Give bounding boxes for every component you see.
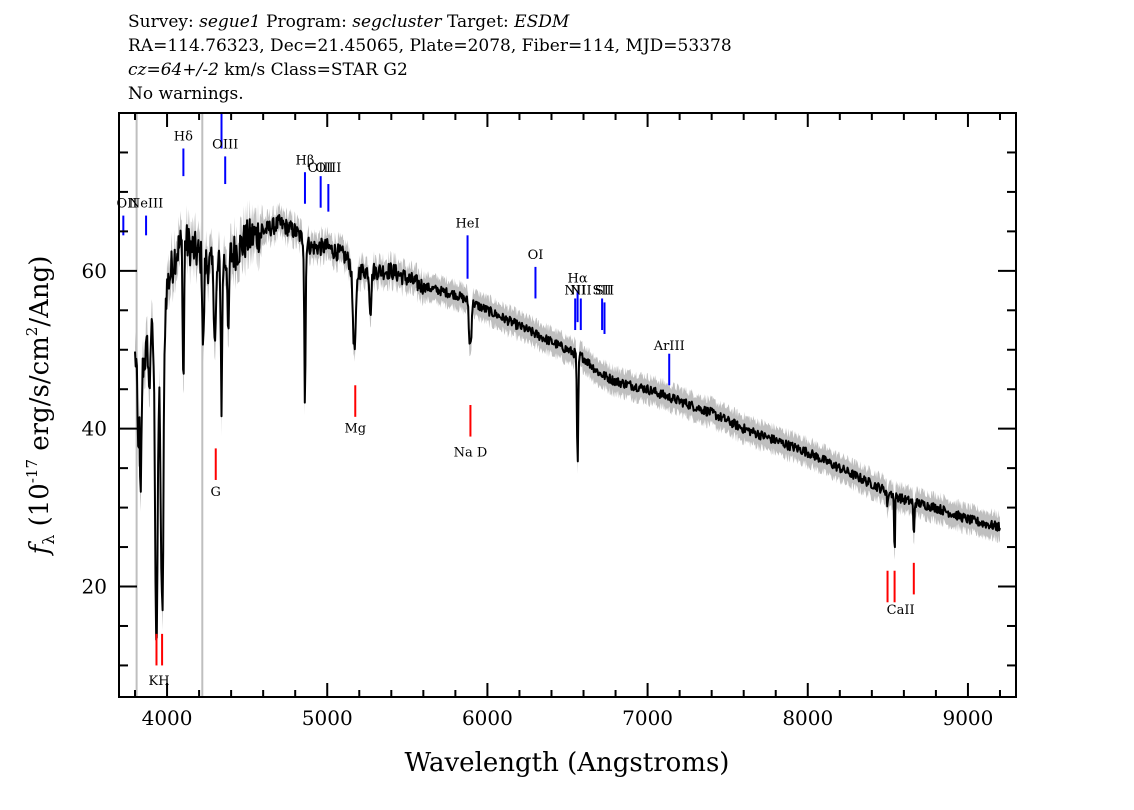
emission-line-label-1: NeIII [129,197,163,212]
emission-line-label-5: Hβ [296,153,315,168]
emission-line-label-9: OI [528,248,544,263]
emission-line-label-2: Hδ [174,130,193,145]
x-tick-label-3: 7000 [622,706,673,730]
spectrum-line [134,214,1001,641]
spectrum-series [134,214,1001,641]
emission-line-label-10: NII [564,284,586,299]
header-line-redshift: cz=64+/-2 km/s Class=STAR G2 [128,60,408,80]
emission-line-label-4: OIII [212,138,238,153]
target-name: ESDM [514,12,570,32]
header-line-survey: Survey: segue1 Program: segcluster Targe… [128,12,570,32]
emission-line-label-8: HeI [455,216,479,231]
emission-line-label-0: OII [117,197,138,212]
spectrum-header: Survey: segue1 Program: segcluster Targe… [128,10,732,106]
absorption-line-label-0: KH [149,674,170,689]
emission-line-label-13: SII [593,284,612,299]
emission-line-label-14: SII [595,284,614,299]
absorption-line-label-2: Mg [344,422,366,437]
program-name: segcluster [352,12,442,32]
y-axis-title: fλ (10-17 erg/s/cm2/Ang) [23,256,58,557]
header-line-warnings: No warnings. [128,84,244,104]
x-tick-label-0: 4000 [142,706,193,730]
header-line-coordinates: RA=114.76323, Dec=21.45065, Plate=2078, … [128,36,732,56]
survey-name: segue1 [199,12,261,32]
x-tick-label-5: 9000 [942,706,993,730]
absorption-line-label-1: G [211,485,221,500]
absorption-line-label-4: CaII [887,603,915,618]
emission-line-label-11: Hα [568,272,588,287]
x-tick-label-4: 8000 [782,706,833,730]
y-tick-label-2: 60 [82,259,107,283]
y-tick-label-1: 40 [82,417,107,441]
emission-line-label-6: OIII [308,161,334,176]
emission-line-label-7: OIII [315,161,341,176]
axis-ticks: 4000 5000 6000 7000 8000 9000 20 40 60 [82,112,1016,730]
emission-line-label-12: NII [570,284,592,299]
redshift-value: cz=64+/-2 [128,60,219,80]
x-tick-label-1: 5000 [302,706,353,730]
x-tick-label-2: 6000 [462,706,513,730]
x-axis-title: Wavelength (Angstroms) [405,748,730,778]
plot-frame [118,112,1017,698]
absorption-line-label-3: Na D [454,445,488,460]
error-band-area [135,199,1000,660]
y-tick-label-0: 20 [82,575,107,599]
emission-line-label-15: ArIII [653,339,685,354]
error-band [135,199,1000,660]
